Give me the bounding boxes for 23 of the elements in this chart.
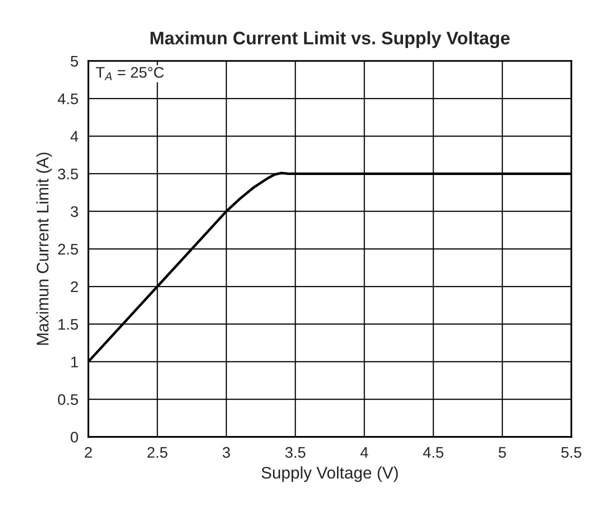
y-tick-label: 3 — [70, 206, 78, 218]
x-tick-label: 5.5 — [561, 447, 582, 458]
x-tick-label: 4.5 — [423, 447, 444, 458]
annotation: T$_{A}$ = 25°C — [96, 66, 164, 80]
x-tick-label: 5 — [498, 447, 506, 458]
y-tick-label: 1.5 — [58, 319, 78, 330]
y-tick-label: 3.5 — [58, 168, 78, 180]
y-tick-label: 1 — [71, 356, 78, 368]
y-tick-label: 0 — [70, 432, 78, 443]
y-axis-title: Maximun Current Limit (A) — [36, 152, 52, 345]
x-axis-title: Supply Voltage (V) — [262, 466, 398, 482]
y-tick-label: 0.5 — [58, 394, 78, 405]
y-tick-label: 4 — [70, 131, 78, 142]
y-tick-label: 2 — [70, 281, 78, 292]
x-tick-label: 2 — [84, 447, 92, 458]
y-tick-label: 4.5 — [58, 94, 78, 104]
x-tick-label: 2.5 — [148, 447, 168, 458]
x-tick-label: 3.5 — [285, 447, 306, 458]
chart-title: Maximun Current Limit vs. Supply Voltage — [150, 31, 510, 48]
x-tick-label: 3 — [222, 447, 230, 458]
x-tick-label: 4 — [360, 447, 368, 458]
y-tick-label: 5 — [70, 56, 78, 67]
y-tick-label: 2.5 — [58, 244, 78, 255]
